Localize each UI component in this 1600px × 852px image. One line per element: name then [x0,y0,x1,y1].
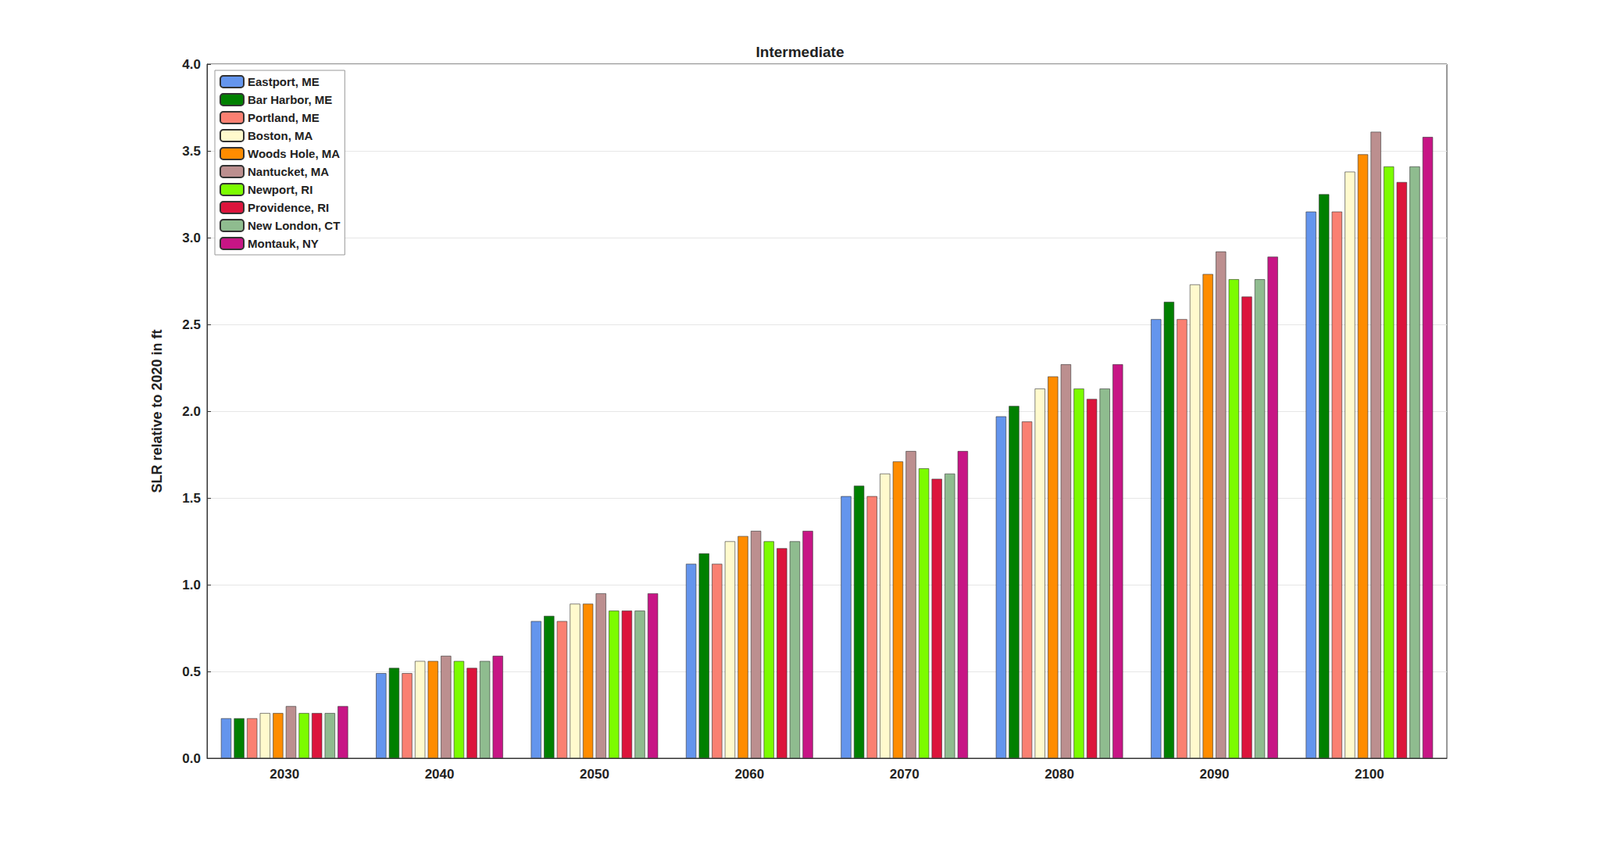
svg-text:Nantucket, MA: Nantucket, MA [247,164,329,179]
svg-text:2060: 2060 [734,766,765,782]
svg-text:3.5: 3.5 [182,143,201,159]
svg-text:Woods Hole, MA: Woods Hole, MA [247,146,340,161]
svg-text:2050: 2050 [579,766,610,782]
svg-text:0.5: 0.5 [182,664,201,679]
svg-text:Eastport, ME: Eastport, ME [247,75,320,89]
svg-text:2070: 2070 [889,766,920,782]
svg-text:Boston, MA: Boston, MA [247,128,313,143]
svg-text:New London, CT: New London, CT [247,218,340,233]
svg-text:1.5: 1.5 [182,490,201,506]
svg-text:0.0: 0.0 [182,750,201,766]
svg-text:2.5: 2.5 [182,317,201,333]
svg-text:Portland, ME: Portland, ME [247,110,320,125]
svg-text:1.0: 1.0 [182,577,201,593]
svg-text:2100: 2100 [1354,766,1385,782]
svg-text:4.0: 4.0 [182,57,201,72]
svg-text:2.0: 2.0 [182,403,201,419]
svg-text:Bar Harbor, ME: Bar Harbor, ME [247,92,333,107]
svg-text:Montauk, NY: Montauk, NY [247,236,319,250]
svg-text:2030: 2030 [269,766,300,782]
svg-text:Newport, RI: Newport, RI [247,182,313,197]
svg-text:3.0: 3.0 [182,230,201,246]
svg-text:2090: 2090 [1200,766,1230,782]
svg-text:Intermediate: Intermediate [756,43,845,61]
svg-text:Providence, RI: Providence, RI [247,200,329,215]
svg-text:2080: 2080 [1044,766,1075,782]
svg-text:2040: 2040 [425,766,455,782]
svg-text:SLR relative to 2020 in ft: SLR relative to 2020 in ft [149,328,165,493]
